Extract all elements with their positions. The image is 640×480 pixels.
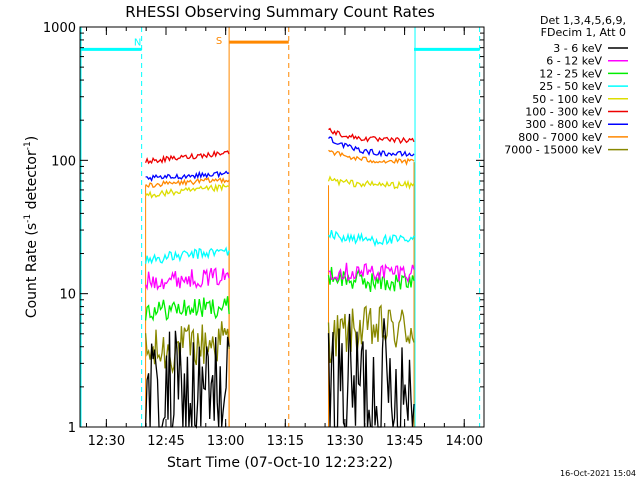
y-label-sup-1: -1	[23, 214, 33, 223]
legend: Det 1,3,4,5,6,9,FDecim 1, Att 0 3 - 6 keV…	[504, 14, 628, 157]
footer-timestamp: 16-Oct-2021 15:04	[560, 469, 636, 478]
y-axis-label: Count Rate (s-1 detector-1)	[23, 136, 40, 318]
series-6-to-12kev-segment-2	[328, 262, 415, 284]
axis-ticks: 12:30 12:45 13:00 13:15 13:30 13:45 14:00 1 10 10…	[43, 21, 484, 449]
plot-frame	[79, 26, 485, 428]
y-tick-label: 1	[68, 421, 76, 436]
series-6-to-12kev-segment-1	[145, 267, 230, 291]
legend-header-line: FDecim 1, Att 0	[541, 26, 626, 39]
x-tick-label: 14:00	[446, 434, 483, 449]
x-axis-label: Start Time (07-Oct-10 12:23:22)	[167, 455, 393, 471]
series-50-to-100kev-segment-2	[327, 175, 415, 190]
series-800-to-7000kev-segment-2	[328, 149, 415, 166]
series-25-to-50kev-segment-1	[144, 246, 230, 265]
x-tick-label: 13:45	[386, 434, 423, 449]
series-300-to-800kev-segment-1	[145, 170, 230, 183]
series-50-to-100kev-segment-1	[145, 182, 230, 199]
y-label-end: )	[24, 136, 40, 141]
series-800-to-7000kev-segment-1	[145, 177, 230, 188]
y-label-main: Count Rate (s	[24, 223, 40, 318]
x-tick-label: 13:00	[207, 434, 244, 449]
x-tick-label: 13:30	[326, 434, 363, 449]
saa-label: S	[216, 36, 222, 47]
series-25-to-50kev-segment-2	[327, 229, 415, 248]
legend-header-line: Det 1,3,4,5,6,9,	[540, 14, 626, 27]
y-label-mid: detector	[24, 150, 40, 214]
night-label: N	[134, 37, 141, 48]
legend-entry-label: 25 - 50 keV	[539, 80, 602, 93]
legend-entry-label: 300 - 800 keV	[525, 118, 602, 131]
legend-entry-label: 100 - 300 keV	[525, 106, 602, 119]
legend-entry-label: 12 - 25 keV	[539, 67, 602, 80]
legend-entry-label: 3 - 6 keV	[553, 42, 602, 55]
y-tick-label: 1000	[43, 21, 76, 36]
series-12-to-25kev-segment-1	[144, 296, 230, 322]
series-300-to-800kev-segment-2	[328, 136, 415, 158]
legend-entry-label: 6 - 12 keV	[546, 55, 602, 68]
chart-title: RHESSI Observing Summary Count Rates	[125, 3, 435, 21]
legend-entry-label: 50 - 100 keV	[532, 93, 602, 106]
x-tick-label: 13:15	[267, 434, 304, 449]
y-label-sup-2: -1	[23, 141, 33, 150]
y-tick-label: 10	[59, 288, 76, 303]
series-100-to-300kev-segment-1	[144, 149, 230, 165]
legend-entry-label: 7000 - 15000 keV	[504, 144, 602, 157]
x-tick-label: 12:45	[147, 434, 184, 449]
series-100-to-300kev-segment-2	[328, 127, 415, 145]
y-tick-label: 100	[51, 154, 76, 169]
legend-entry-label: 800 - 7000 keV	[518, 131, 602, 144]
series-7000-to-15000kev-segment-2	[327, 304, 415, 364]
x-tick-label: 12:30	[88, 434, 125, 449]
